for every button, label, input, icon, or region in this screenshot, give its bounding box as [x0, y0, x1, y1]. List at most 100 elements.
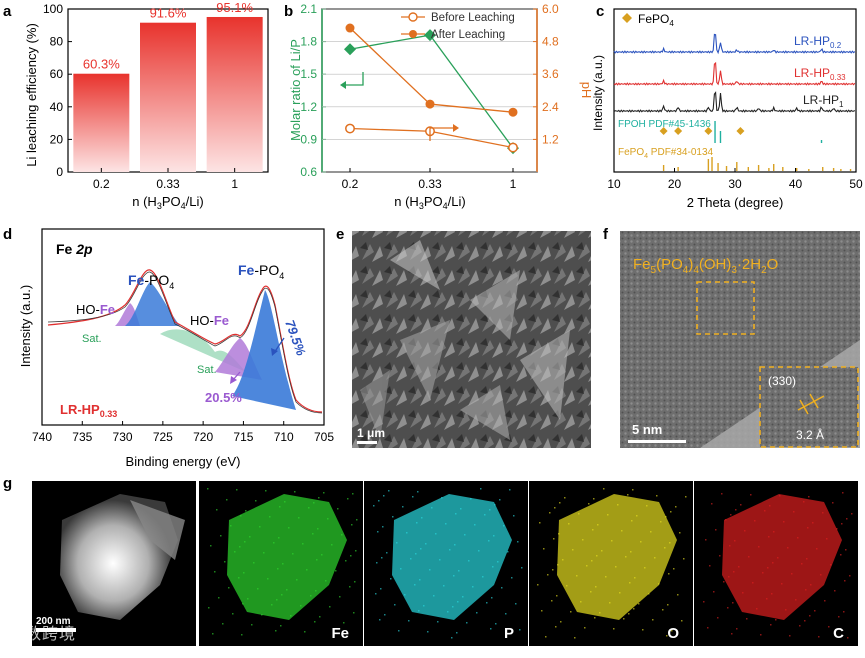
- eds-noise: [339, 596, 341, 598]
- marker-after-leaching: [345, 23, 355, 33]
- eds-noise: [640, 541, 642, 543]
- eds-map-c: [722, 494, 842, 620]
- x-axis-ticks-c: 10 20 30 40 50: [607, 168, 863, 191]
- eds-noise: [669, 542, 671, 544]
- eds-noise: [814, 610, 816, 612]
- eds-noise: [560, 621, 562, 623]
- eds-noise: [341, 534, 343, 536]
- eds-noise: [846, 518, 848, 520]
- eds-noise: [810, 584, 812, 586]
- eds-noise: [345, 560, 347, 562]
- x-tick-label-b: 0.2: [342, 177, 359, 191]
- eds-noise: [673, 568, 675, 570]
- eds-noise: [551, 600, 553, 602]
- scale-label-e: 1 μm: [357, 426, 385, 440]
- compound-label-f: Fe5(PO4)4(OH)3·2H2O: [633, 256, 778, 276]
- eds-noise: [554, 507, 556, 509]
- eds-noise: [754, 520, 756, 522]
- eds-noise: [494, 504, 496, 506]
- eds-noise: [318, 497, 320, 499]
- peak-fe-po4-1: [125, 282, 180, 326]
- eds-noise: [278, 537, 280, 539]
- eds-noise: [420, 548, 422, 550]
- panel-letter-d: d: [3, 226, 12, 243]
- eds-noise: [558, 533, 560, 535]
- eds-noise: [595, 586, 597, 588]
- eds-noise: [261, 614, 263, 616]
- y-tick-label-a: 80: [50, 35, 64, 49]
- eds-label-c: C: [833, 625, 844, 642]
- xrd-trace-lr-hp0.33: [613, 61, 856, 86]
- eds-noise: [727, 607, 729, 609]
- eds-noise: [298, 517, 300, 519]
- eds-noise: [766, 598, 768, 600]
- eds-noise: [416, 522, 418, 524]
- right-tick-label-b: 4.8: [542, 35, 559, 49]
- eds-noise: [476, 612, 478, 614]
- eds-noise: [273, 542, 275, 544]
- eds-noise: [296, 579, 298, 581]
- eds-noise: [630, 551, 632, 553]
- eds-noise: [386, 552, 388, 554]
- eds-noise: [752, 582, 754, 584]
- eds-noise: [394, 604, 396, 606]
- eds-noise: [681, 620, 683, 622]
- eds-noise: [851, 513, 853, 515]
- eds-noise: [562, 559, 564, 561]
- eds-noise: [396, 542, 398, 544]
- eds-noise: [568, 523, 570, 525]
- eds-noise: [343, 622, 345, 624]
- eds-noise: [236, 489, 238, 491]
- eds-noise: [762, 572, 764, 574]
- panel-d: d 740 735 730 725 720 715 710 705 Fe 2p Fe-PO4 …: [3, 226, 334, 469]
- eds-noise: [582, 539, 584, 541]
- legend-marker-before: [408, 12, 418, 22]
- eds-noise: [245, 510, 247, 512]
- x-tick-label-d: 735: [72, 430, 92, 444]
- eds-noise: [750, 494, 752, 496]
- eds-noise: [767, 567, 769, 569]
- xrd-trace-lr-hp1: [613, 91, 856, 113]
- eds-noise: [636, 515, 638, 517]
- eds-noise: [629, 582, 631, 584]
- eds-noise: [664, 547, 666, 549]
- eds-noise: [732, 602, 734, 604]
- right-tick-label-b: 1.2: [542, 132, 559, 146]
- eds-noise: [580, 601, 582, 603]
- eds-noise: [671, 630, 673, 632]
- eds-noise: [304, 631, 306, 633]
- label-20-5: 20.5%: [205, 390, 242, 405]
- eds-noise: [271, 604, 273, 606]
- bar-value-label-a: 60.3%: [83, 57, 120, 72]
- eds-noise: [777, 557, 779, 559]
- x-axis-label-c: 2 Theta (degree): [687, 195, 784, 210]
- eds-noise: [414, 584, 416, 586]
- eds-noise: [333, 632, 335, 634]
- eds-noise: [431, 507, 433, 509]
- eds-noise: [503, 525, 505, 527]
- peak-fe-po4-2: [232, 290, 296, 410]
- eds-noise: [742, 592, 744, 594]
- eds-noise: [519, 629, 521, 631]
- eds-noise: [613, 628, 615, 630]
- eds-noise: [427, 631, 429, 633]
- eds-noise: [379, 619, 381, 621]
- eds-noise: [779, 495, 781, 497]
- watermark: 大数跨境: [8, 624, 77, 643]
- eds-noise: [666, 635, 668, 637]
- eds-noise: [621, 530, 623, 532]
- x-axis-ticks-d: 740 735 730 725 720 715 710 705: [32, 421, 334, 444]
- x-tick-label-d: 705: [314, 430, 334, 444]
- eds-noise: [594, 617, 596, 619]
- y-axis-label-a: Li leaching efficiency (%): [24, 23, 39, 167]
- eds-noise: [513, 515, 515, 517]
- x-tick-label-a: 0.2: [93, 177, 110, 191]
- eds-noise: [392, 516, 394, 518]
- eds-noise: [584, 627, 586, 629]
- panel-letter-b: b: [284, 3, 293, 20]
- fepo4-diamond: [674, 127, 683, 135]
- left-tick-label-b: 0.6: [300, 165, 317, 179]
- fepo4-diamond: [736, 127, 745, 135]
- eds-noise: [842, 492, 844, 494]
